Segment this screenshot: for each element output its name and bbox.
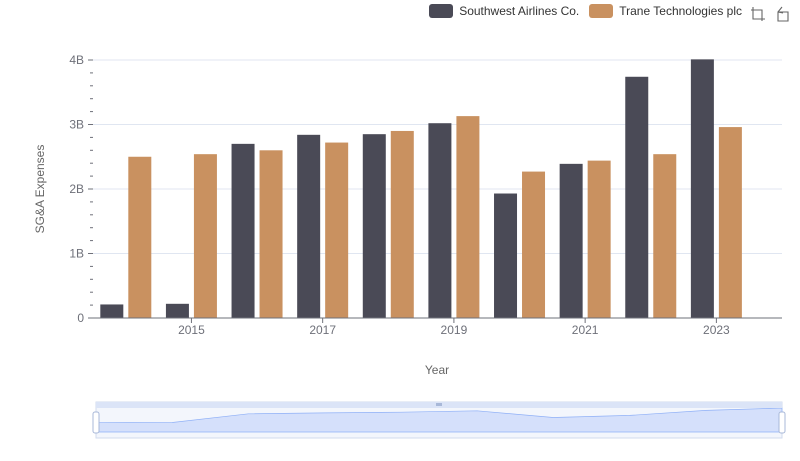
bar-trane-2018	[390, 130, 414, 318]
legend: Southwest Airlines Co. Trane Technologie…	[429, 4, 742, 18]
y-tick-label: 0	[77, 311, 84, 325]
bar-trane-2021	[587, 160, 611, 318]
restore-icon[interactable]	[776, 6, 792, 22]
bar-southwest-2019	[428, 123, 452, 319]
bar-trane-2014	[128, 156, 152, 318]
y-axis-ticks: 0 1B 2B 3B 4B	[69, 53, 93, 325]
x-tick-label: 2023	[703, 323, 730, 337]
y-tick-label: 1B	[69, 247, 84, 261]
bar-trane-2016	[259, 150, 283, 318]
bar-southwest-2017	[297, 134, 321, 318]
bar-southwest-2023	[690, 59, 714, 318]
data-zoom-slider[interactable]	[92, 401, 786, 439]
x-tick-label: 2015	[178, 323, 205, 337]
bar-trane-2022	[653, 154, 677, 318]
x-axis-ticks: 2015 2017 2019 2021 2023	[178, 318, 730, 337]
bar-southwest-2022	[625, 76, 649, 319]
bar-southwest-2018	[362, 134, 386, 318]
legend-label: Southwest Airlines Co.	[459, 4, 580, 18]
x-tick-label: 2021	[572, 323, 599, 337]
legend-item-trane[interactable]: Trane Technologies plc	[589, 4, 742, 18]
legend-item-southwest[interactable]: Southwest Airlines Co.	[429, 4, 579, 18]
y-tick-label: 4B	[69, 53, 84, 67]
bar-southwest-2020	[494, 193, 518, 318]
bar-trane-2017	[325, 142, 349, 318]
zoom-handle-left[interactable]	[92, 411, 100, 434]
y-minor-ticks	[90, 72, 93, 306]
bar-southwest-2014	[100, 304, 124, 318]
legend-swatch	[589, 4, 614, 18]
bar-trane-2020	[522, 171, 546, 318]
x-axis-title: Year	[425, 363, 449, 377]
x-tick-label: 2017	[309, 323, 336, 337]
bar-trane-2015	[193, 154, 217, 318]
y-tick-label: 3B	[69, 118, 84, 132]
y-tick-label: 2B	[69, 182, 84, 196]
legend-swatch	[429, 4, 454, 18]
bar-southwest-2016	[231, 143, 255, 318]
bar-trane-2019	[456, 116, 480, 319]
zoom-handle-right[interactable]	[778, 411, 786, 434]
bar-trane-2023	[718, 127, 742, 318]
zoom-icon[interactable]	[750, 6, 766, 22]
bar-southwest-2021	[559, 163, 583, 318]
toolbox	[750, 6, 792, 22]
bar-series	[100, 59, 742, 319]
legend-label: Trane Technologies plc	[619, 4, 742, 18]
zoom-range-grip[interactable]	[436, 403, 442, 406]
bar-southwest-2015	[165, 303, 189, 318]
y-axis-title: SG&A Expenses	[33, 145, 47, 234]
x-tick-label: 2019	[441, 323, 468, 337]
